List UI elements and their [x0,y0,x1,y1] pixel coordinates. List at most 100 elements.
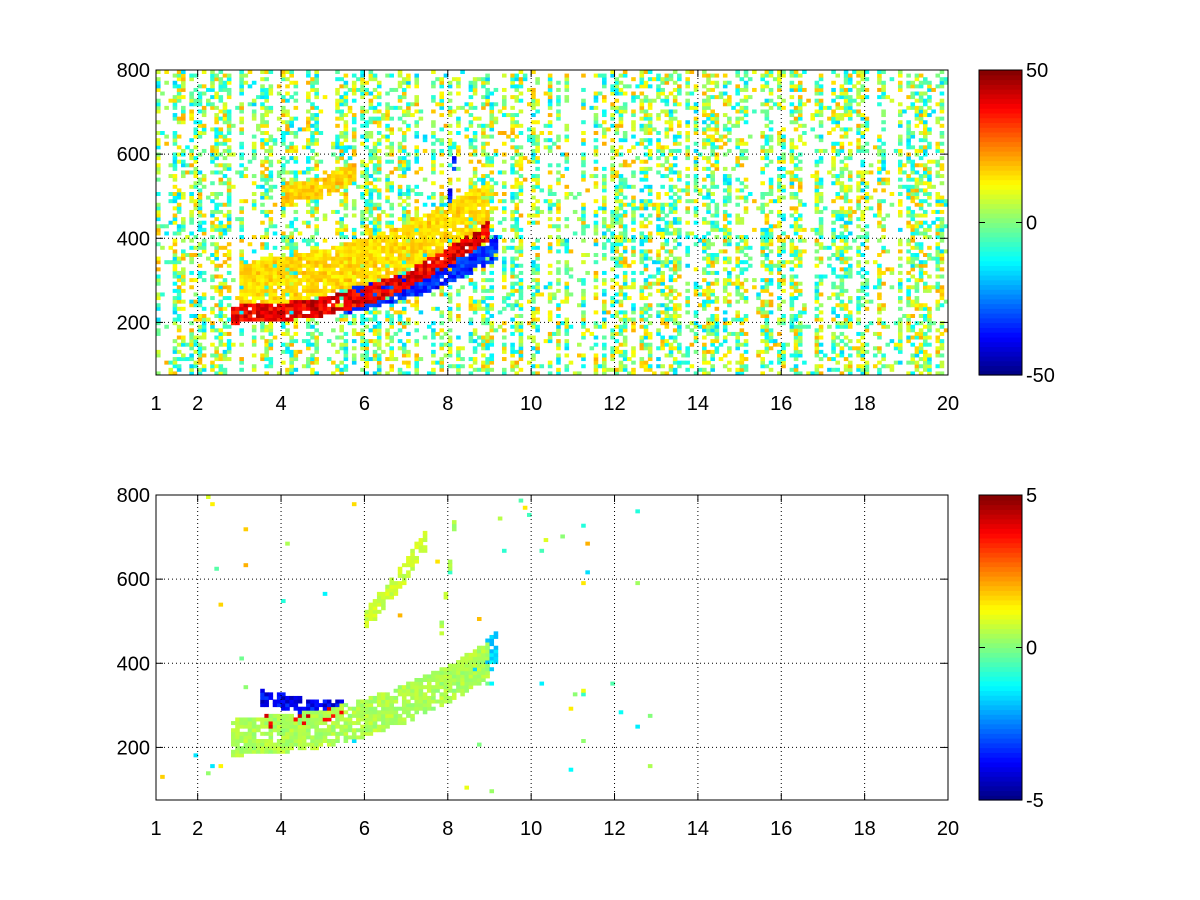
heatmap-cell [639,98,645,103]
heatmap-cell [535,342,540,347]
heatmap-cell [664,263,670,268]
heatmap-cell [714,131,720,135]
heatmap-cell [297,170,303,175]
heatmap-cell [514,360,520,365]
heatmap-cell [493,245,499,250]
heatmap-cell [639,84,645,89]
heatmap-cell [618,220,624,225]
heatmap-cell [364,253,369,257]
heatmap-cell [472,339,478,344]
heatmap-cell [268,321,274,326]
heatmap-cell [451,109,457,114]
heatmap-cell [702,70,707,74]
heatmap-cell [472,148,478,153]
heatmap-cell [214,346,219,351]
heatmap-cell [418,285,424,290]
heatmap-cell [714,156,720,161]
heatmap-cell [718,145,724,150]
heatmap-cell [401,213,407,218]
heatmap-cell [160,292,165,297]
heatmap-cell [660,174,665,179]
heatmap-cell [456,346,461,351]
heatmap-cell [156,170,161,175]
heatmap-cell [610,242,615,247]
heatmap-cell [197,170,203,175]
heatmap-cell [460,346,465,351]
heatmap-cell [364,206,369,211]
heatmap-cell [210,310,215,315]
heatmap-cell [489,217,495,222]
heatmap-cell [306,274,311,279]
heatmap-cell [456,274,461,279]
heatmap-cell [331,306,336,311]
heatmap-cell [485,253,490,257]
heatmap-cell [372,303,378,308]
heatmap-cell [647,184,653,189]
heatmap-cell [693,288,699,293]
heatmap-cell [226,217,232,222]
heatmap-cell [539,131,545,135]
heatmap-cell [414,328,420,333]
heatmap-cell [306,278,311,283]
heatmap-cell [639,296,645,301]
heatmap-cell [668,267,674,272]
heatmap-cell [226,163,232,168]
heatmap-cell [610,113,615,118]
heatmap-cell [335,256,340,261]
heatmap-cell [222,166,228,171]
heatmap-cell [451,206,457,211]
heatmap-cell [447,109,453,114]
heatmap-cell [685,324,690,329]
heatmap-cell [697,324,703,329]
heatmap-cell [335,109,340,114]
heatmap-cell [418,231,424,236]
heatmap-cell [672,317,678,322]
heatmap-cell [672,303,678,308]
heatmap-cell [360,296,365,301]
heatmap-cell [435,256,440,261]
heatmap-cell [668,274,674,279]
heatmap-cell [372,206,378,211]
heatmap-cell [414,288,420,293]
heatmap-cell [231,310,236,315]
heatmap-cell [339,145,344,150]
heatmap-cell [439,321,445,326]
heatmap-cell [285,310,290,315]
heatmap-cell [260,102,265,107]
heatmap-cell [664,102,670,107]
heatmap-cell [322,170,328,175]
heatmap-cell [372,281,378,286]
heatmap-cell [722,324,728,329]
heatmap-cell [714,339,720,344]
heatmap-cell [339,281,344,286]
heatmap-cell [510,166,515,171]
heatmap-cell [514,256,520,261]
heatmap-cell [306,116,311,121]
heatmap-cell [226,317,232,322]
heatmap-cell [293,278,299,283]
heatmap-cell [256,274,261,279]
heatmap-cell [710,87,715,92]
heatmap-cell [189,346,194,351]
heatmap-cell [672,288,678,293]
heatmap-cell [293,267,299,272]
heatmap-cell [256,270,261,275]
heatmap-cell [310,123,315,128]
heatmap-cell [310,206,315,211]
heatmap-cell [314,321,319,326]
heatmap-cell [706,202,711,207]
heatmap-cell [714,349,720,354]
heatmap-cell [339,256,344,261]
heatmap-cell [218,310,224,315]
heatmap-cell [293,188,299,193]
heatmap-cell [514,220,520,225]
heatmap-cell [239,163,244,168]
heatmap-cell [247,278,253,283]
heatmap-cell [281,163,286,168]
heatmap-cell [510,95,515,100]
heatmap-cell [518,314,524,318]
heatmap-cell [514,123,520,128]
heatmap-cell [176,274,182,279]
heatmap-cell [231,278,236,283]
heatmap-cell [593,91,599,96]
